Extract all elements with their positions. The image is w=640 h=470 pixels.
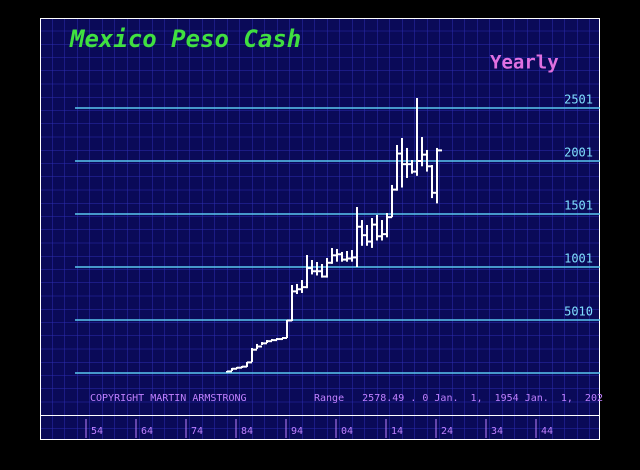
x-tick-label: 44	[541, 426, 553, 437]
y-tick-label: 2001	[564, 145, 593, 159]
x-tick-label: 14	[391, 426, 403, 437]
x-tick-label: 84	[241, 426, 253, 437]
x-tick-label: 24	[441, 426, 453, 437]
frame	[40, 18, 600, 440]
x-tick-label: 34	[491, 426, 503, 437]
chart-title: Mexico Peso Cash	[69, 25, 301, 53]
copyright: COPYRIGHT MARTIN ARMSTRONG	[90, 393, 247, 404]
x-tick-label: 74	[191, 426, 203, 437]
grid-pattern	[40, 18, 600, 440]
range-text: Range 2578.49 . 0 Jan. 1, 1954 Jan. 1, 2…	[314, 393, 603, 404]
x-tick-label: 54	[91, 426, 103, 437]
y-tick-label: 2501	[564, 92, 593, 106]
x-tick-label: 64	[141, 426, 153, 437]
chart-subtitle: Yearly	[490, 52, 559, 74]
x-tick-label: 94	[291, 426, 303, 437]
y-tick-label: 1001	[564, 251, 593, 265]
y-tick-label: 5010	[564, 304, 593, 318]
y-tick-label: 1501	[564, 198, 593, 212]
x-tick-label: 04	[341, 426, 353, 437]
